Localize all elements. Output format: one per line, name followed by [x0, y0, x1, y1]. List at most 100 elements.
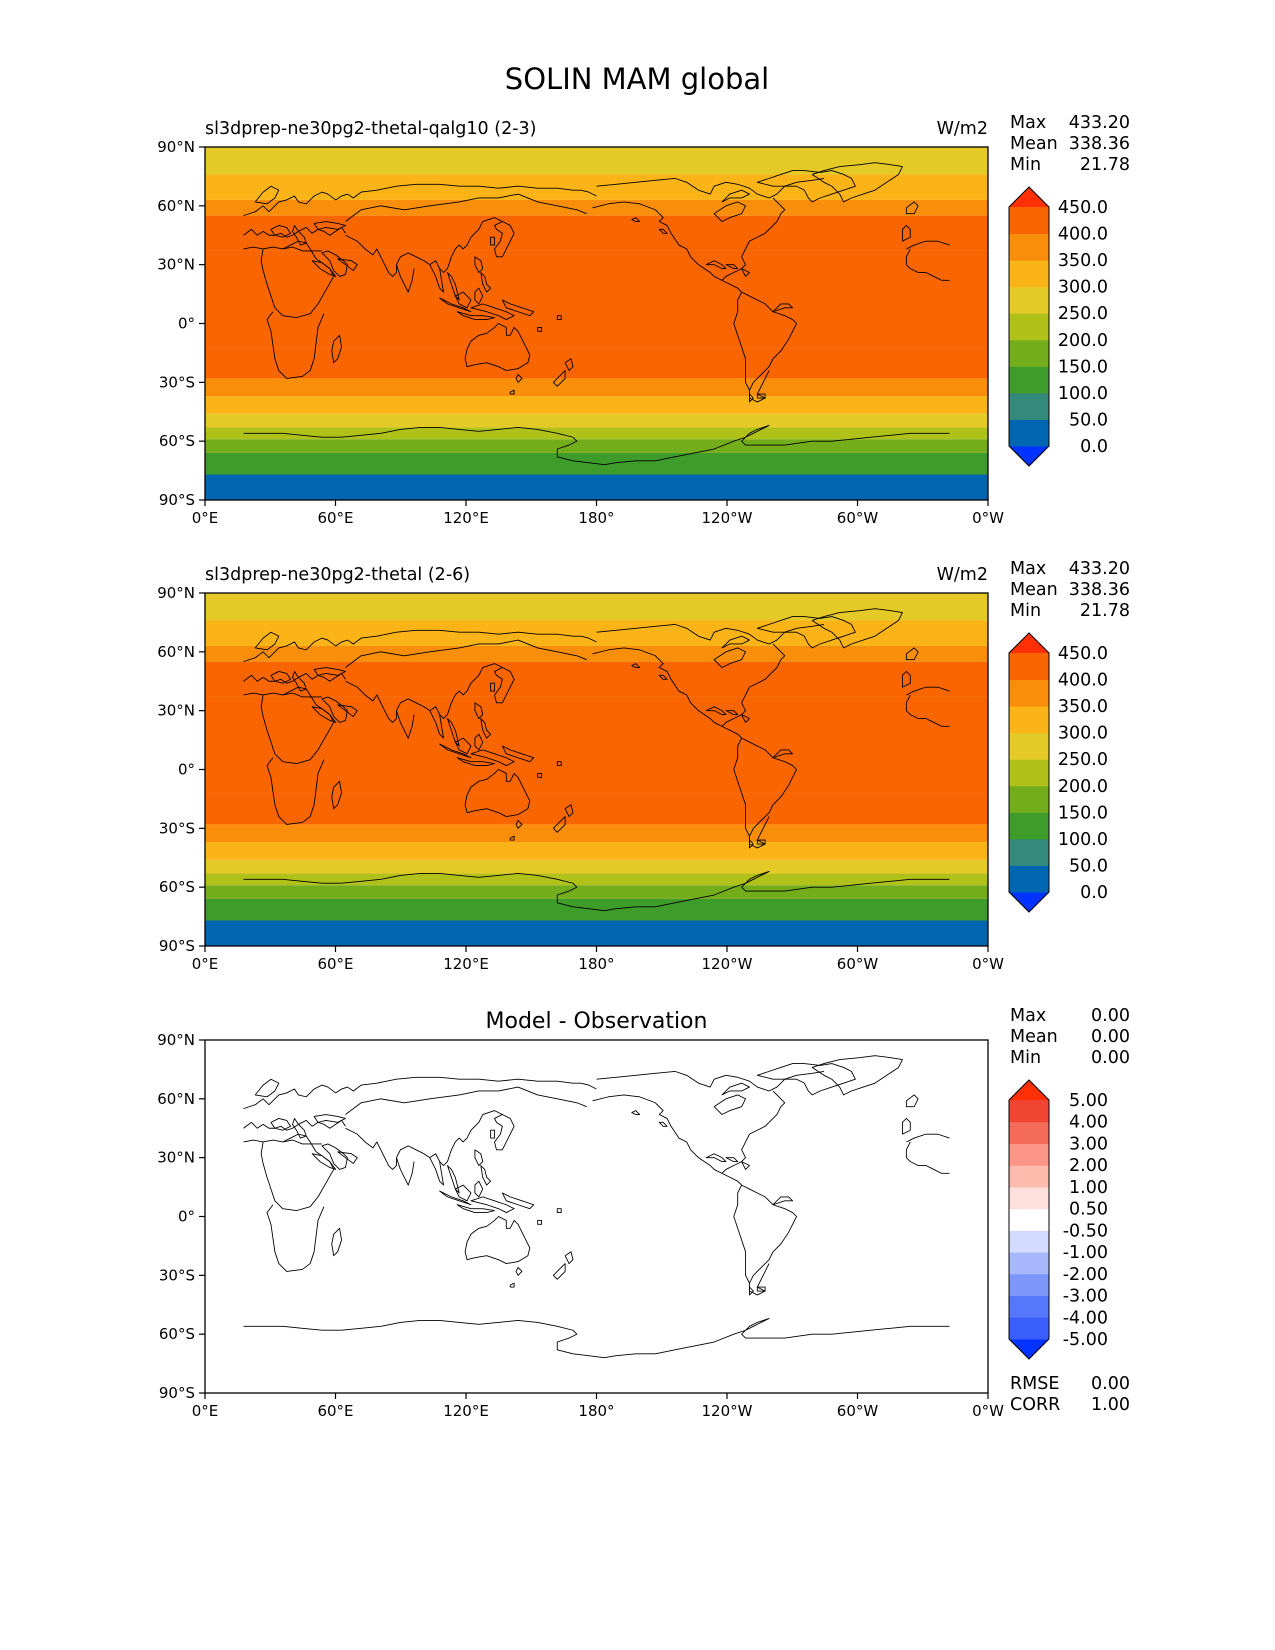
colorbar-label: 1.00	[1069, 1178, 1108, 1198]
x-tick-label: 0°W	[972, 955, 1004, 973]
colorbar-label: -5.00	[1063, 1330, 1108, 1350]
latitude-band	[205, 413, 988, 428]
map-bands	[205, 1040, 988, 1393]
x-tick-label: 180°	[578, 1402, 614, 1420]
stat-min-value: 21.78	[1080, 601, 1130, 621]
colorbar-label: 400.0	[1058, 225, 1108, 245]
latitude-band	[205, 347, 988, 379]
colorbar-segment	[1009, 732, 1049, 760]
corr-value: 1.00	[1091, 1395, 1130, 1415]
colorbar-label: 350.0	[1058, 251, 1108, 271]
footer-stats: RMSE 0.00 CORR 1.00	[1010, 1374, 1130, 1415]
panel-units: W/m2	[937, 119, 988, 139]
colorbar-segment	[1009, 812, 1049, 840]
latitude-band	[205, 427, 988, 440]
y-tick-label: 60°N	[157, 1090, 195, 1108]
stat-max-label: Max	[1010, 1006, 1046, 1026]
colorbar-label: 300.0	[1058, 724, 1108, 744]
colorbar-extend-top	[1009, 633, 1049, 653]
colorbar: 0.0 50.0 100.0 150.0 200.0 250.0 300.0 350.0 400…	[1008, 632, 1108, 913]
colorbar-label: 450.0	[1058, 198, 1108, 218]
latitude-band	[205, 620, 988, 646]
latitude-band	[205, 885, 988, 899]
latitude-band	[205, 645, 988, 662]
y-axis: 90°S 60°S 30°S 0° 30°N 60°N 90°N	[157, 138, 205, 509]
panel-title: sl3dprep-ne30pg2-thetal-qalg10 (2-3)	[205, 119, 536, 139]
y-tick-label: 30°N	[157, 702, 195, 720]
stat-mean-label: Mean	[1010, 134, 1058, 154]
y-tick-label: 90°N	[157, 138, 195, 156]
colorbar-outline	[1008, 1079, 1050, 1360]
latitude-band	[205, 378, 988, 397]
panel-2: 0°E 60°E 120°E 180° 120°W 60°W 0°W 90°S 60°S 30°…	[157, 1006, 1130, 1420]
x-tick-label: 180°	[578, 509, 614, 527]
figure-title: SOLIN MAM global	[505, 62, 769, 96]
x-tick-label: 60°E	[317, 1402, 353, 1420]
colorbar-segment	[1009, 313, 1049, 341]
x-tick-label: 0°W	[972, 509, 1004, 527]
y-tick-label: 30°S	[159, 819, 195, 837]
colorbar-segment	[1009, 1100, 1049, 1123]
latitude-band	[205, 873, 988, 886]
latitude-band	[205, 474, 988, 500]
y-tick-label: 30°S	[159, 1266, 195, 1284]
stat-mean-value: 338.36	[1069, 134, 1130, 154]
stat-min-label: Min	[1010, 155, 1041, 175]
colorbar-segment	[1009, 286, 1049, 314]
colorbar-label: 100.0	[1058, 830, 1108, 850]
panel-0: 0°E 60°E 120°E 180° 120°W 60°W 0°W 90°S 60°S 30°…	[157, 113, 1130, 527]
x-tick-label: 0°E	[192, 955, 219, 973]
colorbar-segment	[1009, 1295, 1049, 1318]
colorbar: -5.00-4.00-3.00-2.00-1.00-0.500.501.002.…	[1008, 1079, 1108, 1360]
x-axis: 0°E 60°E 120°E 180° 120°W 60°W 0°W	[192, 1393, 1004, 1420]
colorbar-extend-bottom	[1009, 892, 1049, 912]
colorbar-label: 3.00	[1069, 1134, 1108, 1154]
latitude-band	[205, 696, 988, 794]
y-tick-label: 90°S	[159, 937, 195, 955]
stat-min-label: Min	[1010, 1048, 1041, 1068]
x-tick-label: 120°E	[443, 509, 489, 527]
colorbar-label: 250.0	[1058, 304, 1108, 324]
colorbar-segment	[1009, 865, 1049, 893]
y-tick-label: 60°S	[159, 432, 195, 450]
latitude-band	[205, 661, 988, 697]
x-tick-label: 120°E	[443, 1402, 489, 1420]
latitude-band	[205, 793, 988, 825]
colorbar-label: 5.00	[1069, 1091, 1108, 1111]
colorbar-segment	[1009, 759, 1049, 787]
colorbar-label: 50.0	[1069, 856, 1108, 876]
colorbar-segment	[1009, 1208, 1049, 1231]
colorbar-segment	[1009, 392, 1049, 420]
colorbar-outline	[1008, 632, 1050, 913]
colorbar-label: 0.0	[1080, 883, 1108, 903]
y-tick-label: 30°N	[157, 256, 195, 274]
x-tick-label: 60°W	[837, 509, 879, 527]
stat-min-label: Min	[1010, 601, 1041, 621]
colorbar-segment	[1009, 1273, 1049, 1297]
stats-block: Max 433.20 Mean 338.36 Min 21.78	[1010, 559, 1130, 621]
colorbar-segment	[1009, 653, 1049, 681]
colorbar-label: 2.00	[1069, 1156, 1108, 1176]
colorbar-extend-top	[1009, 1080, 1049, 1100]
colorbar-extend-bottom	[1009, 446, 1049, 466]
stat-mean-label: Mean	[1010, 580, 1058, 600]
colorbar-label: 150.0	[1058, 803, 1108, 823]
y-axis: 90°S 60°S 30°S 0° 30°N 60°N 90°N	[157, 584, 205, 955]
y-tick-label: 60°S	[159, 1325, 195, 1343]
latitude-band	[205, 593, 988, 621]
x-tick-label: 0°W	[972, 1402, 1004, 1420]
colorbar-label: -1.00	[1063, 1243, 1108, 1263]
y-tick-label: 60°S	[159, 878, 195, 896]
colorbar-label: 50.0	[1069, 410, 1108, 430]
stat-min-value: 21.78	[1080, 155, 1130, 175]
y-tick-label: 0°	[178, 1208, 195, 1226]
latitude-band	[205, 396, 988, 414]
stats-block: Max 433.20 Mean 338.36 Min 21.78	[1010, 113, 1130, 175]
x-tick-label: 0°E	[192, 509, 219, 527]
x-tick-label: 120°W	[702, 509, 753, 527]
y-tick-label: 0°	[178, 315, 195, 333]
stats-block: Max 0.00 Mean 0.00 Min 0.00	[1010, 1006, 1130, 1068]
stat-max-value: 0.00	[1091, 1006, 1130, 1026]
latitude-band	[205, 920, 988, 946]
colorbar-segment	[1009, 679, 1049, 707]
